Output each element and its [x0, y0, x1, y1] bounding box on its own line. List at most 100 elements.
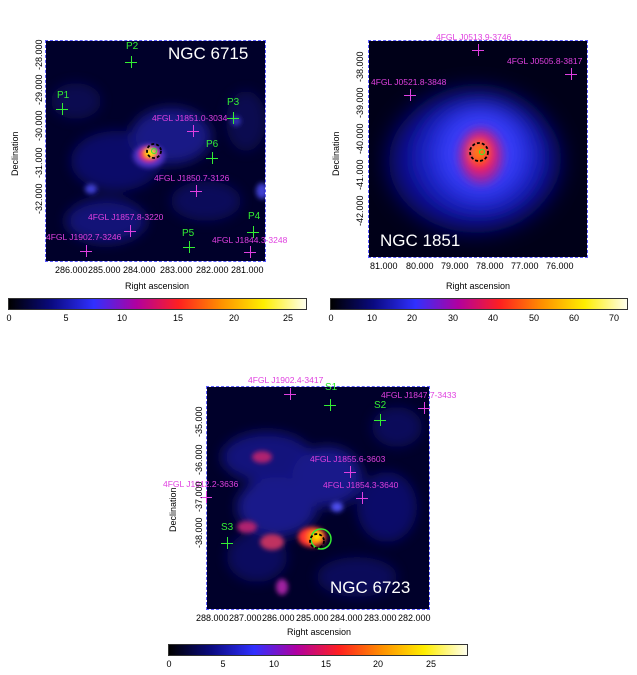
source-marker-j0505 [565, 68, 577, 80]
x-tick-label: 286.000 [262, 613, 295, 623]
colorbar-ngc6715 [8, 298, 307, 310]
x-tick-label: 81.000 [370, 261, 398, 271]
panel-ngc6723: NGC 6723 4FGL J1902.4-3417 S1 4FGL J1847… [0, 340, 637, 675]
source-label-p4: P4 [248, 211, 261, 222]
colorbar-tick: 20 [228, 313, 240, 323]
count-map-ngc6715 [45, 40, 266, 262]
y-tick-label: -38.000 [355, 51, 365, 82]
x-tick-label: 79.000 [441, 261, 469, 271]
count-map-ngc6723 [206, 386, 430, 610]
y-tick-label: -28.000 [34, 39, 44, 70]
x-tick-label: 283.000 [160, 265, 193, 275]
source-marker-j1847 [418, 402, 430, 414]
source-marker-p4 [247, 226, 259, 238]
x-tick-label: 80.000 [406, 261, 434, 271]
source-marker-j1912 [200, 491, 212, 503]
y-tick-label: -40.000 [355, 123, 365, 154]
x-axis-title: Right ascension [125, 281, 190, 291]
colorbar-tick: 25 [282, 313, 294, 323]
x-tick-label: 284.000 [330, 613, 363, 623]
source-marker-s1 [324, 399, 336, 411]
source-label-j0505: 4FGL J0505.8-3817 [507, 56, 583, 66]
y-tick-label: -35.000 [194, 406, 204, 437]
source-label-s3: S3 [221, 522, 234, 533]
colorbar-tick: 0 [6, 313, 12, 323]
source-marker-p5 [183, 241, 195, 253]
colorbar-tick: 5 [63, 313, 69, 323]
source-marker-s2 [374, 414, 386, 426]
source-label-p5: P5 [182, 228, 195, 239]
source-label-j1912: 4FGL J1912.2-3636 [163, 479, 239, 489]
source-label-j1857: 4FGL J1857.8-3220 [88, 212, 164, 222]
x-tick-label: 285.000 [296, 613, 329, 623]
source-marker-j1851 [187, 125, 199, 137]
source-label-p6: P6 [206, 139, 219, 150]
source-label-p2: P2 [126, 41, 139, 52]
y-tick-label: -32.000 [34, 183, 44, 214]
x-tick-label: 282.000 [398, 613, 431, 623]
source-marker-j1844 [244, 246, 256, 258]
panel-title-ngc1851: NGC 1851 [380, 231, 461, 250]
panel-ngc6715: NGC 6715 P1 P2 P3 P6 P4 P5 4FGL J1851.0-… [0, 0, 318, 340]
y-tick-label: -41.000 [355, 159, 365, 190]
x-tick-label: 285.000 [88, 265, 121, 275]
y-tick-label: -30.000 [34, 110, 44, 141]
source-label-s2: S2 [374, 400, 387, 411]
source-label-j1902: 4FGL J1902.7-3246 [46, 232, 122, 242]
source-label-j1854: 4FGL J1854.3-3640 [323, 480, 399, 490]
y-tick-label: -36.000 [194, 444, 204, 475]
x-axis-title: Right ascension [287, 627, 352, 637]
x-tick-label: 77.000 [511, 261, 539, 271]
source-marker-p1 [56, 103, 68, 115]
source-marker-j1902 [284, 388, 296, 400]
colorbar-tick: 5 [220, 659, 226, 669]
colorbar-tick: 15 [172, 313, 184, 323]
colorbar-tick: 50 [528, 313, 540, 323]
colorbar-ngc6723 [168, 644, 468, 656]
panel-title-ngc6723: NGC 6723 [330, 578, 411, 597]
colorbar-tick: 0 [328, 313, 334, 323]
colorbar-tick: 10 [268, 659, 280, 669]
x-tick-label: 78.000 [476, 261, 504, 271]
x-tick-label: 286.000 [55, 265, 88, 275]
source-label-j0513: 4FGL J0513.9-3746 [436, 32, 512, 42]
colorbar-tick: 15 [320, 659, 332, 669]
colorbar-tick: 30 [447, 313, 459, 323]
source-marker-j0521 [404, 89, 416, 101]
panel-ngc1851: NGC 1851 4FGL J0513.9-3746 4FGL J0505.8-… [318, 0, 637, 340]
colorbar-tick: 10 [116, 313, 128, 323]
source-marker-p6 [206, 152, 218, 164]
y-tick-label: -29.000 [34, 74, 44, 105]
source-label-j1902: 4FGL J1902.4-3417 [248, 375, 324, 385]
source-label-j1844: 4FGL J1844.3-3248 [212, 235, 288, 245]
x-tick-label: 287.000 [229, 613, 262, 623]
colorbar-tick: 10 [366, 313, 378, 323]
colorbar-ngc1851 [330, 298, 628, 310]
colorbar-tick: 40 [487, 313, 499, 323]
x-tick-label: 288.000 [196, 613, 229, 623]
source-label-j1851: 4FGL J1851.0-3034 [152, 113, 228, 123]
source-label-p3: P3 [227, 97, 240, 108]
colorbar-tick: 60 [568, 313, 580, 323]
source-marker-p3 [227, 112, 239, 124]
colorbar-tick: 20 [406, 313, 418, 323]
colorbar-tick: 20 [372, 659, 384, 669]
y-axis-title: Declination [168, 487, 178, 532]
x-tick-label: 282.000 [196, 265, 229, 275]
y-tick-label: -31.000 [34, 147, 44, 178]
x-axis-title: Right ascension [446, 281, 511, 291]
x-tick-label: 281.000 [231, 265, 264, 275]
x-tick-label: 284.000 [123, 265, 156, 275]
colorbar-tick: 0 [166, 659, 172, 669]
source-marker-j1850 [190, 185, 202, 197]
y-tick-label: -39.000 [355, 87, 365, 118]
count-map-ngc1851 [368, 40, 588, 258]
source-label-j1855: 4FGL J1855.6-3603 [310, 454, 386, 464]
source-label-p1: P1 [57, 90, 70, 101]
y-axis-title: Declination [10, 131, 20, 176]
source-marker-j1902 [80, 245, 92, 257]
y-tick-label: -38.000 [194, 517, 204, 548]
source-label-j0521: 4FGL J0521.8-3848 [371, 77, 447, 87]
panel-title-ngc6715: NGC 6715 [168, 44, 249, 63]
source-label-s1: S1 [325, 382, 338, 393]
